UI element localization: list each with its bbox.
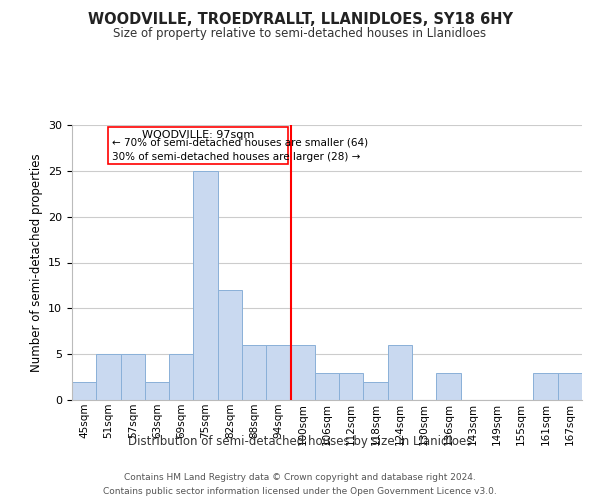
Text: Contains public sector information licensed under the Open Government Licence v3: Contains public sector information licen… [103,488,497,496]
Bar [533,372,558,400]
Y-axis label: Number of semi-detached properties: Number of semi-detached properties [29,153,43,372]
Bar [242,345,266,400]
Bar [315,372,339,400]
Bar [290,345,315,400]
Bar [218,290,242,400]
Bar [339,372,364,400]
Bar [193,171,218,400]
Bar [72,382,96,400]
Bar [145,382,169,400]
FancyBboxPatch shape [109,127,288,164]
Bar [436,372,461,400]
Text: WOODVILLE, TROEDYRALLT, LLANIDLOES, SY18 6HY: WOODVILLE, TROEDYRALLT, LLANIDLOES, SY18… [88,12,512,28]
Bar [96,354,121,400]
Text: WOODVILLE: 97sqm: WOODVILLE: 97sqm [142,130,254,140]
Bar [121,354,145,400]
Bar [364,382,388,400]
Text: ← 70% of semi-detached houses are smaller (64): ← 70% of semi-detached houses are smalle… [112,138,368,148]
Bar [266,345,290,400]
Bar [388,345,412,400]
Text: 30% of semi-detached houses are larger (28) →: 30% of semi-detached houses are larger (… [112,152,361,162]
Bar [169,354,193,400]
Text: Distribution of semi-detached houses by size in Llanidloes: Distribution of semi-detached houses by … [128,435,472,448]
Bar [558,372,582,400]
Text: Size of property relative to semi-detached houses in Llanidloes: Size of property relative to semi-detach… [113,28,487,40]
Text: Contains HM Land Registry data © Crown copyright and database right 2024.: Contains HM Land Registry data © Crown c… [124,472,476,482]
